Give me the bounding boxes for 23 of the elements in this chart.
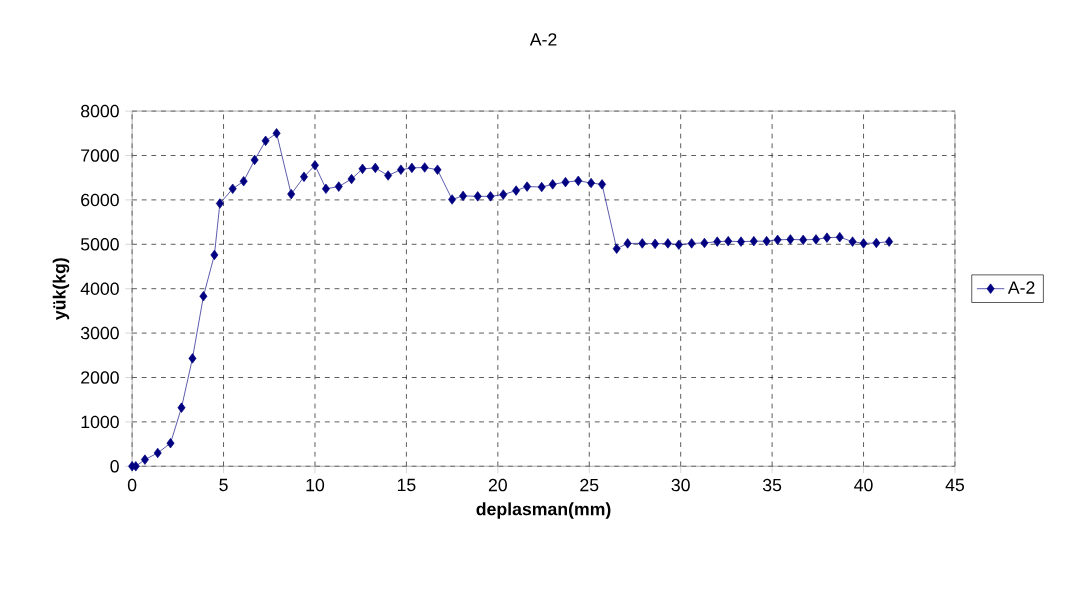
x-tick-label: 45 <box>945 478 965 492</box>
x-tick-label: 35 <box>762 478 782 492</box>
x-tick-label: 25 <box>580 478 599 492</box>
x-tick-label: 0 <box>127 478 137 492</box>
x-axis-title: deplasman(mm) <box>476 502 611 519</box>
y-tick-label: 6000 <box>81 193 119 207</box>
chart-title: A-2 <box>529 33 557 46</box>
y-tick-label: 0 <box>110 459 119 473</box>
x-tick-label: 10 <box>306 478 325 492</box>
y-tick-label: 7000 <box>81 149 119 162</box>
x-tick-label: 20 <box>488 478 507 492</box>
y-tick-label: 3000 <box>80 326 119 340</box>
y-tick-label: 4000 <box>80 282 119 295</box>
x-tick-label: 15 <box>397 478 416 492</box>
y-tick-label: 1000 <box>81 415 119 429</box>
y-axis-title: yük(kg) <box>52 258 70 320</box>
y-tick-label: 2000 <box>81 371 119 384</box>
legend-label: A-2 <box>1007 281 1035 294</box>
y-tick-label: 5000 <box>80 237 119 251</box>
y-tick-label: 8000 <box>81 104 119 118</box>
x-tick-label: 30 <box>671 478 690 492</box>
x-tick-label: 40 <box>854 478 873 492</box>
x-tick-label: 5 <box>219 478 228 492</box>
